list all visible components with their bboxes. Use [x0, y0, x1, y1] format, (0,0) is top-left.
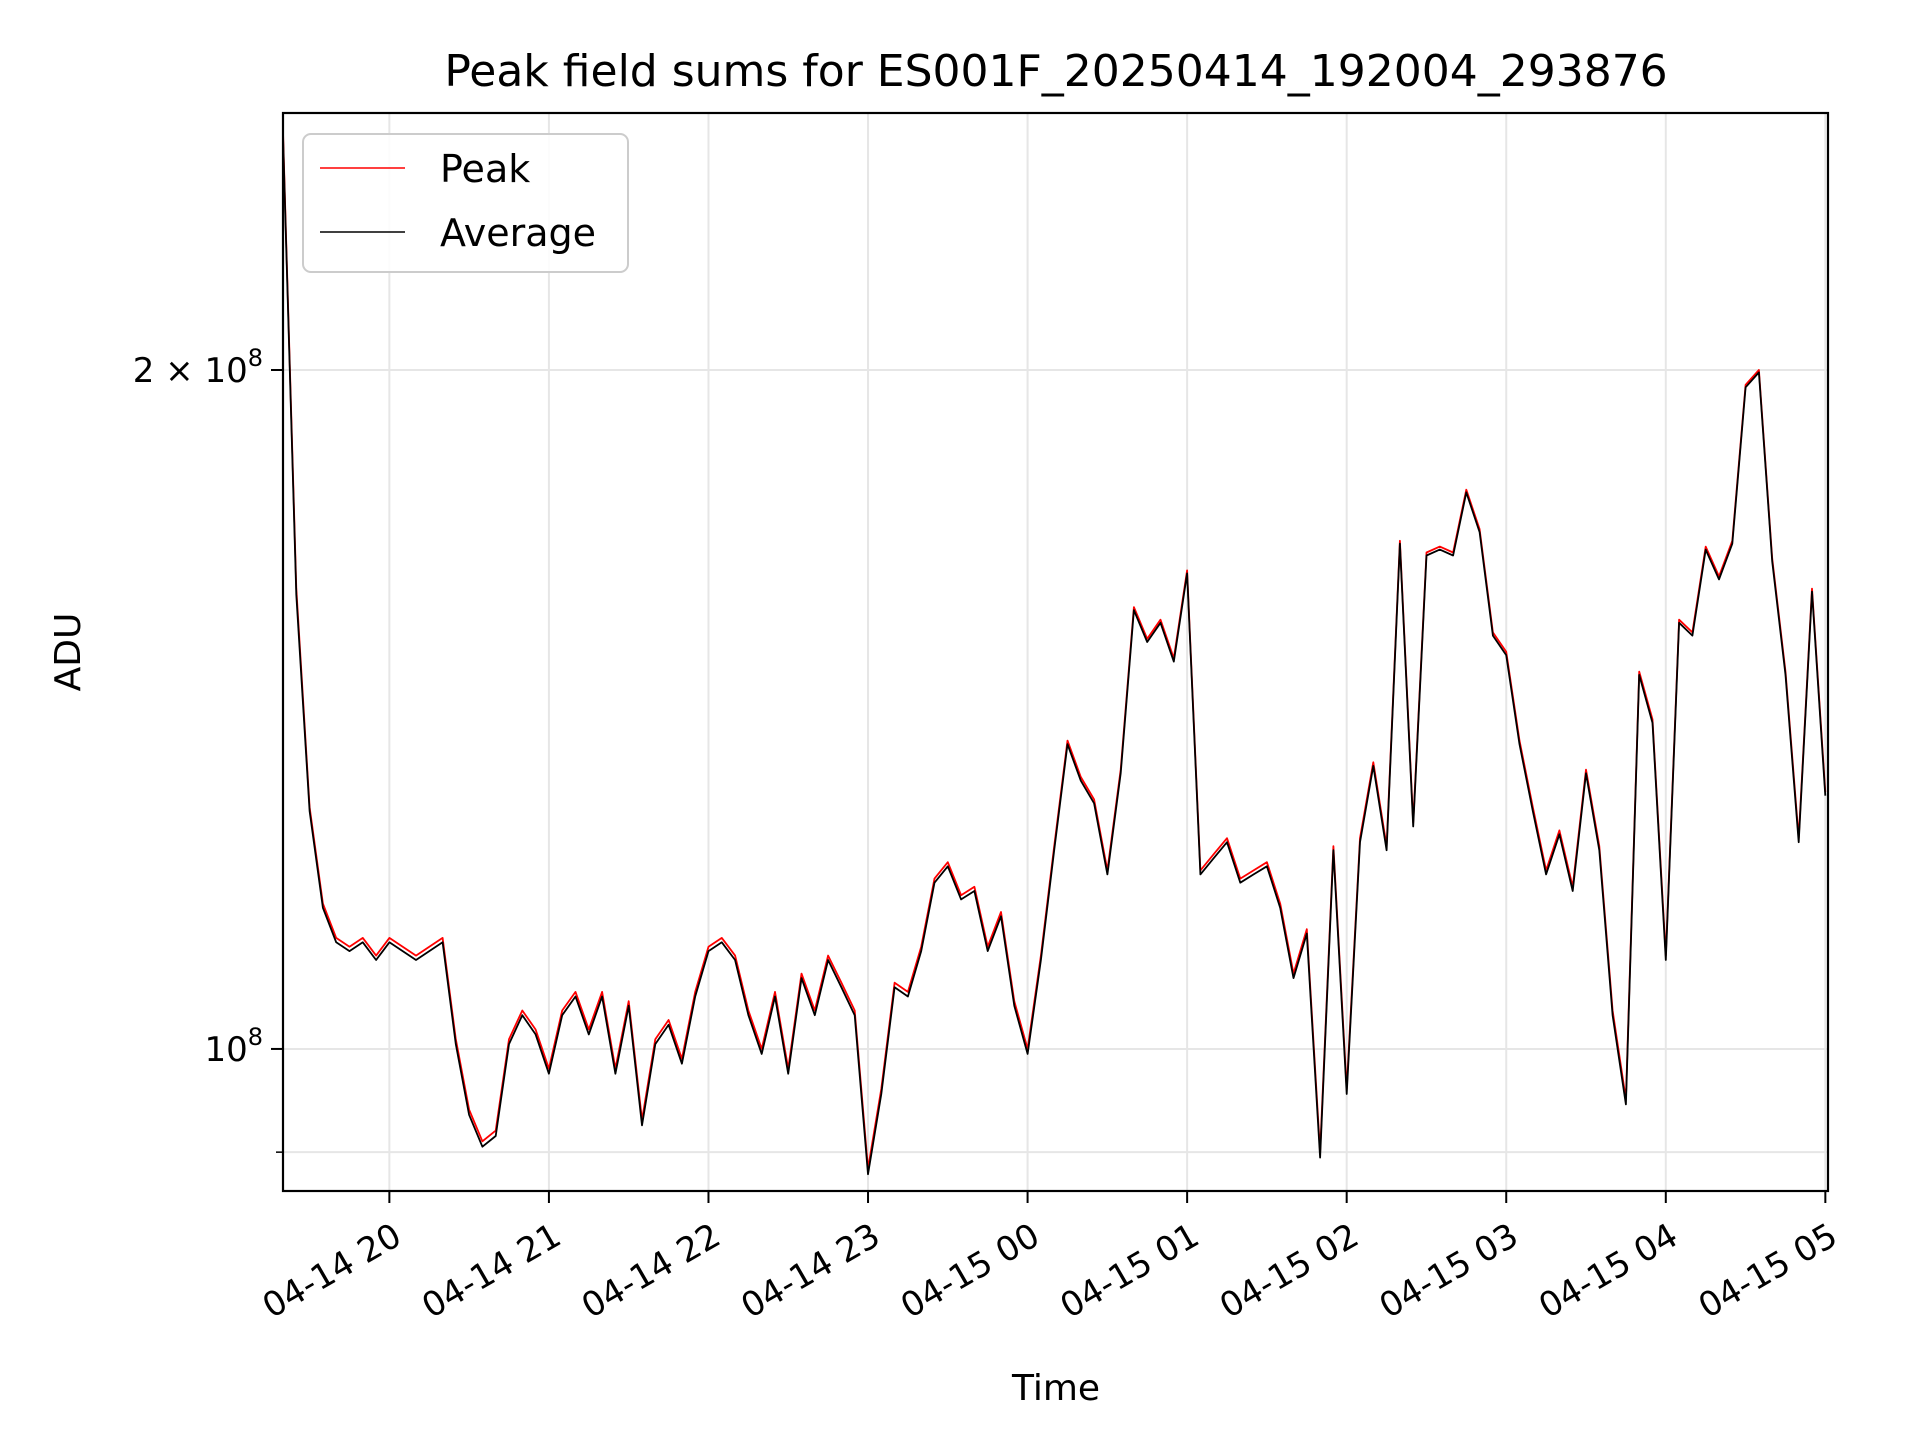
y-axis-title: ADU [48, 613, 89, 692]
chart-title: Peak field sums for ES001F_20250414_1920… [444, 46, 1667, 97]
plot-frame [281, 111, 1830, 1193]
series-layer [282, 131, 1827, 1176]
legend-label-average: Average [440, 211, 596, 255]
legend-label-peak: Peak [440, 147, 530, 191]
y-tick-label: 108 [204, 1023, 263, 1070]
y-tick-label: 2 × 108 [133, 344, 263, 391]
legend: Peak Average [302, 133, 629, 273]
x-axis-title: Time [1011, 1368, 1100, 1409]
series-line-average [282, 135, 1827, 1176]
y-axis: 108 2 × 108 [133, 344, 283, 1153]
